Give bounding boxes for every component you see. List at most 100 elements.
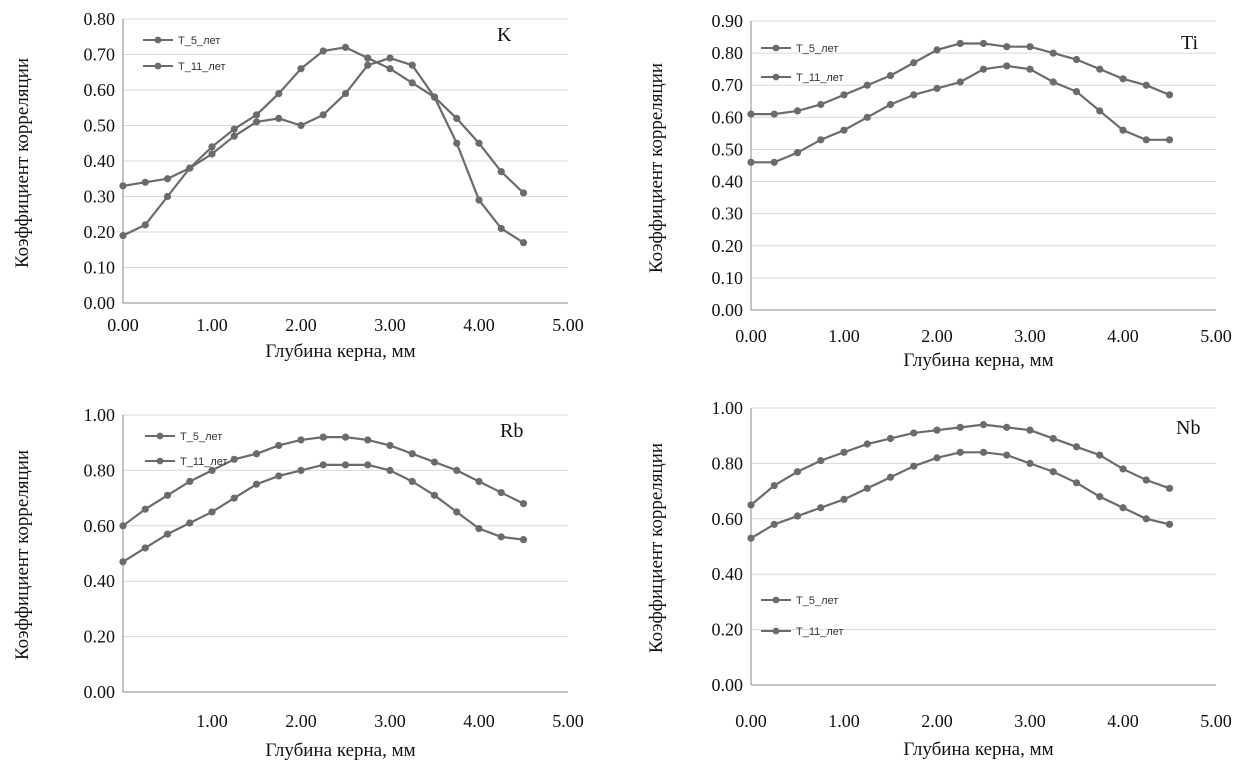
x-axis-title: Глубина керна, мм [903, 739, 1053, 760]
data-point [430, 458, 439, 466]
x-tick-label: 4.00 [463, 315, 495, 335]
legend-label: T_11_лет [180, 456, 228, 468]
y-tick-label: 0.20 [84, 627, 116, 647]
x-tick-label: 3.00 [1014, 711, 1046, 731]
x-axis-title: Глубина керна, мм [903, 350, 1053, 371]
data-point [1072, 88, 1081, 96]
data-point [1003, 423, 1011, 431]
legend-marker [772, 596, 780, 604]
data-point [933, 426, 941, 434]
data-point [840, 126, 848, 134]
data-point [275, 114, 283, 122]
data-point [475, 196, 483, 204]
y-tick-label: 0.80 [712, 453, 744, 473]
x-tick-label: 5.00 [552, 315, 584, 335]
legend-label: T_5_лет [796, 43, 838, 55]
data-point [1142, 81, 1150, 89]
data-point [1003, 62, 1011, 70]
legend: T_5_лет T_11_лет [761, 43, 844, 84]
data-point [364, 436, 372, 444]
data-point [364, 61, 372, 69]
data-point [386, 466, 394, 474]
data-point [163, 175, 172, 183]
data-point [793, 149, 802, 157]
data-point [956, 448, 964, 456]
legend-marker [154, 36, 162, 44]
data-point [186, 519, 194, 527]
data-point [770, 520, 778, 528]
data-point [1119, 75, 1127, 83]
y-tick-label: 0.20 [712, 236, 744, 256]
data-point [1026, 426, 1034, 434]
series-line-1 [750, 423, 1170, 506]
y-tick-label: 0.60 [712, 107, 744, 127]
data-point [408, 79, 416, 87]
data-point [840, 495, 848, 504]
data-point [208, 508, 216, 516]
data-point [1165, 91, 1174, 99]
data-point [163, 530, 172, 538]
data-point [519, 536, 528, 544]
data-point [793, 468, 802, 476]
data-point [886, 434, 895, 443]
element-label: Ti [1181, 32, 1199, 54]
y-tick-label: 0.60 [712, 509, 744, 529]
y-tick-label: 0.20 [712, 620, 744, 640]
y-tick-label: 1.00 [712, 398, 744, 418]
data-point [933, 46, 941, 54]
data-point [519, 239, 528, 247]
data-point [297, 466, 305, 474]
data-point [230, 494, 238, 502]
data-point [119, 558, 127, 566]
y-tick-label: 0.40 [712, 564, 744, 584]
legend: T_5_лет T_11_лет [145, 431, 228, 468]
x-tick-label: 5.00 [1200, 711, 1232, 731]
legend-marker [154, 62, 162, 70]
data-point [910, 91, 918, 99]
data-point [1142, 515, 1150, 523]
series-line-1 [122, 46, 525, 237]
data-point [933, 454, 941, 462]
data-point [408, 450, 416, 458]
y-tick-label: 1.00 [84, 405, 116, 425]
legend-label: T_11_лет [178, 61, 226, 73]
data-point [341, 89, 350, 98]
data-point [793, 512, 802, 520]
data-point [453, 114, 461, 122]
data-point [275, 441, 283, 450]
legend-marker [772, 627, 780, 635]
data-point [1026, 459, 1034, 467]
x-tick-label: 5.00 [552, 711, 584, 731]
x-tick-label: 0.00 [735, 711, 767, 731]
legend-label: T_11_лет [796, 626, 844, 638]
data-point [141, 544, 149, 552]
data-point [747, 158, 755, 166]
data-point [1119, 465, 1127, 473]
legend-marker [156, 457, 164, 465]
data-point [956, 78, 964, 86]
y-tick-label: 0.50 [712, 139, 744, 159]
x-axis-title: Глубина керна, мм [265, 341, 415, 362]
data-point [1165, 136, 1174, 144]
data-point [747, 534, 755, 542]
data-point [886, 71, 895, 80]
data-point [1096, 107, 1104, 115]
x-tick-label: 1.00 [828, 711, 860, 731]
x-tick-label: 2.00 [921, 326, 953, 346]
data-point [956, 39, 964, 48]
data-point [430, 491, 439, 499]
data-point [1026, 43, 1034, 51]
data-point [519, 189, 528, 197]
legend-label: T_11_лет [796, 72, 844, 84]
data-point [1142, 136, 1150, 144]
data-point [186, 477, 194, 486]
x-tick-label: 4.00 [1107, 711, 1139, 731]
data-point [1026, 65, 1034, 73]
data-point [230, 455, 238, 463]
legend-marker [772, 73, 780, 81]
y-tick-label: 0.20 [84, 222, 116, 242]
data-point [208, 143, 216, 151]
series-line-0 [122, 463, 524, 563]
data-point [933, 84, 941, 93]
data-point [386, 441, 394, 450]
